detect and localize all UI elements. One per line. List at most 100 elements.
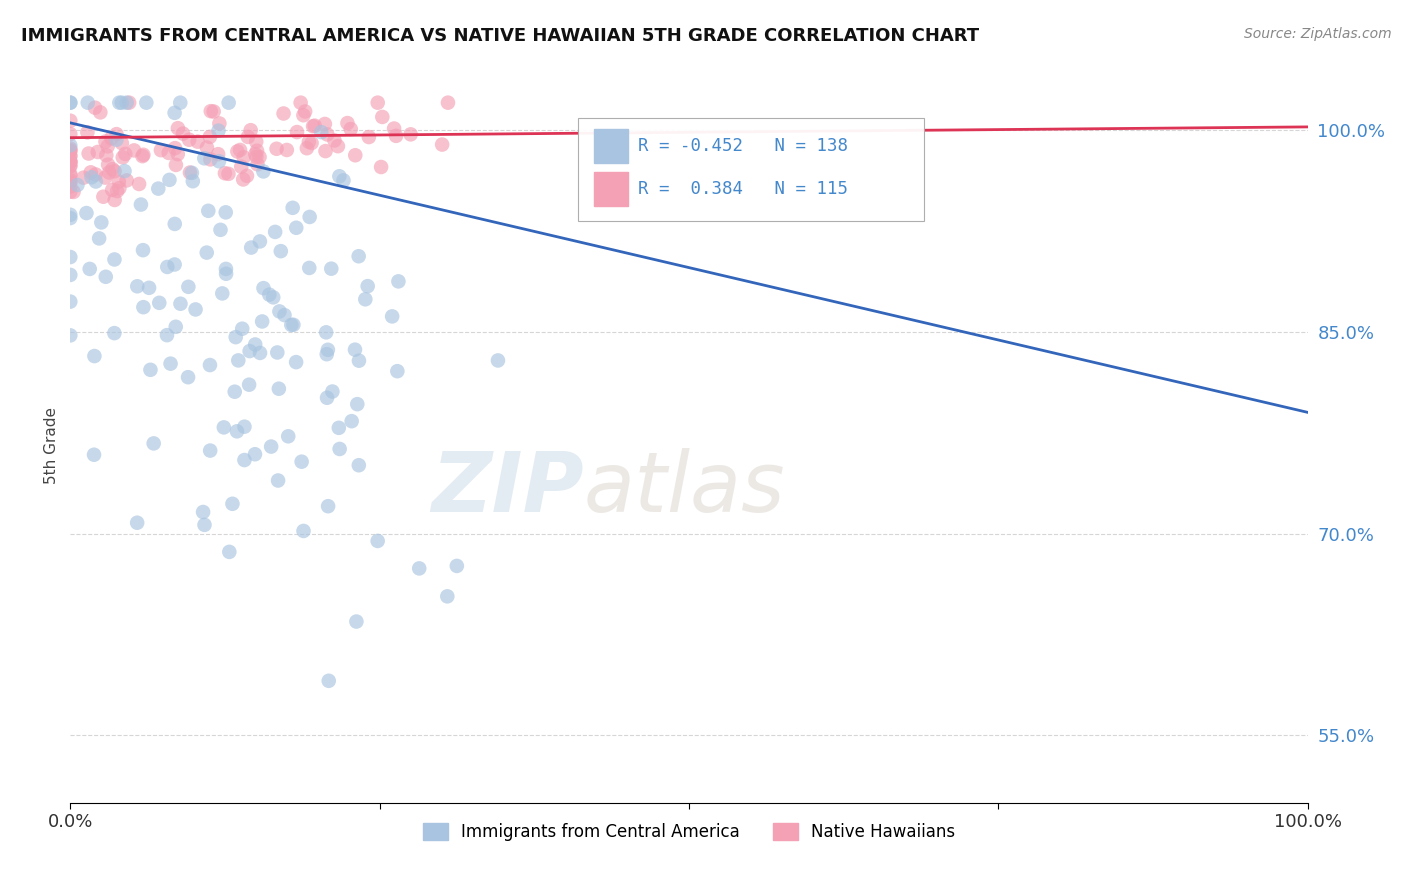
Point	[246, 157, 269, 171]
Point	[336, 116, 359, 130]
Point	[108, 95, 131, 110]
Point	[118, 95, 141, 110]
Point	[132, 300, 155, 314]
Point	[163, 258, 186, 272]
Point	[328, 421, 350, 435]
Point	[59, 142, 82, 156]
Point	[169, 95, 191, 110]
Point	[94, 269, 117, 284]
Point	[347, 249, 370, 263]
Point	[382, 121, 405, 136]
Point	[294, 104, 316, 119]
Point	[273, 308, 295, 322]
Point	[59, 211, 82, 225]
Point	[385, 128, 408, 143]
Point	[127, 516, 149, 530]
Point	[298, 135, 321, 149]
Point	[97, 158, 120, 172]
Legend: Immigrants from Central America, Native Hawaiians: Immigrants from Central America, Native …	[416, 816, 962, 848]
Text: R =  0.384   N = 115: R = 0.384 N = 115	[638, 180, 848, 198]
Point	[101, 183, 124, 197]
Point	[184, 302, 207, 317]
Point	[59, 149, 82, 163]
Point	[332, 173, 354, 187]
Point	[198, 358, 221, 372]
Point	[75, 206, 97, 220]
Point	[128, 177, 150, 191]
Point	[59, 144, 82, 158]
Point	[138, 281, 160, 295]
Point	[169, 297, 191, 311]
Point	[157, 145, 180, 160]
Point	[76, 125, 98, 139]
Point	[207, 147, 229, 161]
Point	[59, 143, 82, 157]
Point	[89, 105, 111, 120]
Point	[111, 95, 134, 110]
Point	[218, 95, 240, 110]
Point	[195, 140, 218, 154]
Point	[132, 148, 155, 162]
Point	[59, 95, 82, 110]
Point	[276, 143, 298, 157]
Point	[239, 123, 262, 137]
Point	[159, 173, 181, 187]
Point	[315, 347, 337, 361]
Point	[226, 425, 249, 439]
Point	[267, 382, 290, 396]
Point	[252, 164, 274, 178]
Point	[59, 169, 82, 183]
Point	[93, 190, 115, 204]
Point	[135, 95, 157, 110]
Point	[245, 337, 267, 351]
Point	[208, 154, 231, 169]
Point	[387, 364, 409, 378]
Point	[167, 121, 190, 136]
Point	[159, 357, 181, 371]
Bar	[593, 172, 628, 206]
Point	[436, 590, 458, 604]
FancyBboxPatch shape	[578, 118, 924, 221]
Point	[209, 223, 232, 237]
Point	[197, 203, 219, 218]
Point	[98, 165, 121, 179]
Point	[292, 108, 315, 122]
Point	[354, 293, 377, 307]
Point	[316, 343, 339, 357]
Point	[114, 147, 136, 161]
Point	[96, 148, 118, 162]
Point	[318, 673, 340, 688]
Point	[165, 319, 187, 334]
Point	[347, 458, 370, 473]
Point	[132, 243, 155, 257]
Text: ZIP: ZIP	[432, 449, 583, 529]
Point	[107, 175, 129, 189]
Point	[100, 131, 122, 145]
Point	[87, 145, 110, 159]
Point	[236, 169, 259, 183]
Point	[127, 279, 149, 293]
Point	[301, 136, 323, 150]
Point	[437, 95, 460, 110]
Point	[59, 208, 82, 222]
Point	[97, 139, 120, 153]
Point	[139, 363, 162, 377]
Point	[328, 169, 350, 184]
Point	[233, 453, 256, 467]
Point	[104, 164, 127, 178]
Point	[232, 172, 254, 186]
Point	[115, 173, 138, 187]
Point	[371, 110, 394, 124]
Point	[59, 294, 82, 309]
Point	[273, 106, 295, 120]
Point	[233, 419, 256, 434]
Point	[59, 167, 82, 181]
Point	[323, 133, 346, 147]
Point	[105, 133, 128, 147]
Point	[76, 95, 98, 110]
Point	[238, 377, 260, 392]
Point	[285, 125, 308, 139]
Point	[311, 125, 333, 139]
Point	[240, 241, 263, 255]
Point	[165, 141, 187, 155]
